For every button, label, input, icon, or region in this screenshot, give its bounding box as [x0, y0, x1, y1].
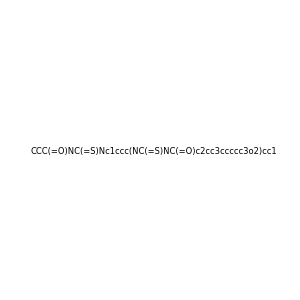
Text: CCC(=O)NC(=S)Nc1ccc(NC(=S)NC(=O)c2cc3ccccc3o2)cc1: CCC(=O)NC(=S)Nc1ccc(NC(=S)NC(=O)c2cc3ccc…	[30, 147, 277, 156]
